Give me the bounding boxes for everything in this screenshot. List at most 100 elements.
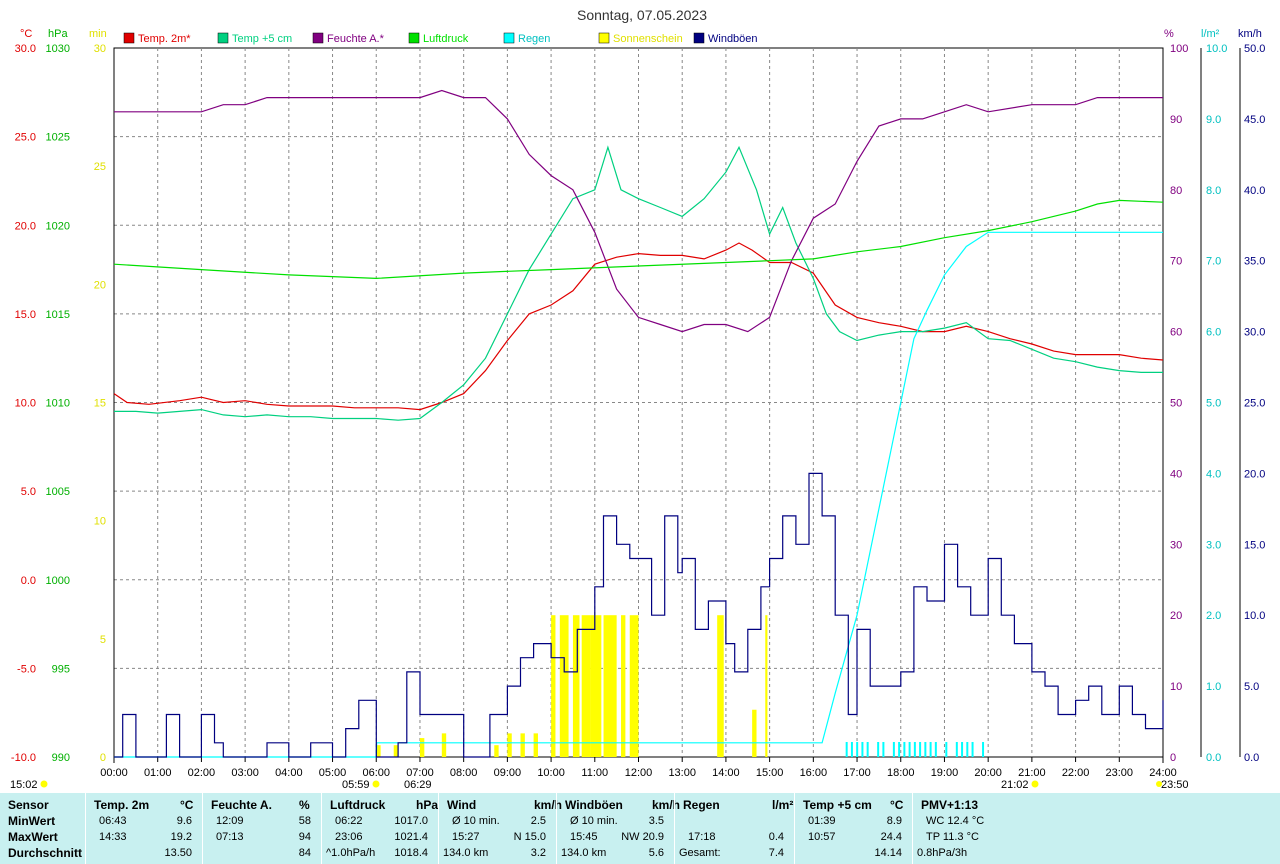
- pressure-tick-label: 1015: [46, 309, 70, 321]
- rain-interval-bar: [877, 742, 879, 757]
- sun-icon: [373, 781, 380, 788]
- stats-column-separator: [438, 793, 439, 864]
- x-tick-label: 21:00: [1018, 767, 1046, 779]
- legend-label-pressure: Luftdruck: [423, 33, 469, 45]
- rain-interval-bar: [930, 742, 932, 757]
- x-tick-label: 08:00: [450, 767, 478, 779]
- wind-tick-label: 45.0: [1244, 114, 1265, 126]
- stats-avg-extra: 134.0 km: [443, 847, 488, 859]
- sunshine-bar: [621, 615, 625, 757]
- stats-column-separator: [674, 793, 675, 864]
- stats-max-time: 23:06: [335, 831, 363, 843]
- x-tick-label: 11:00: [581, 767, 608, 779]
- wind-tick-label: 50.0: [1244, 43, 1265, 55]
- x-tick-label: 04:00: [275, 767, 303, 779]
- legend-label-humidity: Feuchte A.*: [327, 33, 385, 45]
- rain-interval-bar: [893, 742, 895, 757]
- sun-tick-label: 10: [94, 516, 106, 528]
- rain-tick-label: 6.0: [1206, 327, 1221, 339]
- wind-tick-label: 10.0: [1244, 610, 1265, 622]
- sunshine-bar: [394, 745, 398, 757]
- legend: Temp. 2m* Temp +5 cm Feuchte A.* Luftdruck R…: [124, 33, 758, 45]
- wind-tick-label: 0.0: [1244, 752, 1259, 764]
- rain-interval-bar: [846, 742, 848, 757]
- sun-tick-label: 5: [100, 634, 106, 646]
- humidity-unit-label: %: [1164, 28, 1174, 40]
- rain-interval-bar: [982, 742, 984, 757]
- stats-max-time: 15:45: [570, 831, 598, 843]
- x-tick-label: 02:00: [188, 767, 216, 779]
- stats-avg-extra: 0.8hPa/3h: [917, 847, 967, 859]
- sunset-time-1: 21:02: [1001, 779, 1029, 791]
- rain-interval-bar: [961, 742, 963, 757]
- x-tick-label: 01:00: [144, 767, 172, 779]
- x-tick-label: 14:00: [712, 767, 740, 779]
- stats-table: Sensor MinWert MaxWert Durchschnitt Temp. 2m…: [0, 793, 1280, 864]
- stats-column-separator: [321, 793, 322, 864]
- temp-unit-label: °C: [20, 28, 32, 40]
- sunshine-bar: [507, 733, 511, 757]
- humidity-tick-label: 0: [1170, 752, 1176, 764]
- stats-min-value: 2.5: [488, 815, 546, 827]
- stats-min-value: 9.6: [134, 815, 192, 827]
- rain-interval-bar: [867, 742, 869, 757]
- temp-tick-label: 30.0: [15, 43, 36, 55]
- legend-label-temp2m: Temp. 2m*: [138, 33, 191, 45]
- sunshine-bar: [752, 710, 756, 757]
- x-tick-label: 15:00: [756, 767, 784, 779]
- pressure-tick-label: 1010: [46, 398, 70, 410]
- sun-tick-label: 15: [94, 398, 106, 410]
- x-tick-label: 18:00: [887, 767, 915, 779]
- stats-max-time: 17:18: [688, 831, 716, 843]
- x-tick-label: 03:00: [231, 767, 259, 779]
- sunshine-bar: [604, 615, 617, 757]
- stats-min-time: 12:09: [216, 815, 244, 827]
- stats-max-value: 0.4: [726, 831, 784, 843]
- rain-tick-label: 2.0: [1206, 610, 1221, 622]
- stats-max-time: 07:13: [216, 831, 244, 843]
- temp-tick-label: -10.0: [11, 752, 36, 764]
- rain-interval-bar: [903, 742, 905, 757]
- stats-col-unit: %: [299, 798, 310, 812]
- stats-col-header: Windböen: [565, 798, 623, 812]
- rain-tick-label: 8.0: [1206, 185, 1221, 197]
- stats-max-time: 14:33: [99, 831, 127, 843]
- x-tick-label: 07:00: [406, 767, 434, 779]
- sunshine-bar: [630, 615, 639, 757]
- rain-interval-bar: [882, 742, 884, 757]
- chart-title: Sonntag, 07.05.2023: [577, 7, 707, 23]
- sun-unit-label: min: [89, 28, 107, 40]
- wind-tick-label: 40.0: [1244, 185, 1265, 197]
- stats-col-header: Feuchte A.: [211, 798, 272, 812]
- x-tick-label: 20:00: [974, 767, 1002, 779]
- rain-tick-label: 1.0: [1206, 681, 1221, 693]
- stats-column-separator: [85, 793, 86, 864]
- rain-interval-bar: [924, 742, 926, 757]
- pressure-tick-label: 1005: [46, 486, 70, 498]
- stats-col-unit: hPa: [416, 798, 438, 812]
- sunshine-bar: [420, 738, 424, 757]
- rain-interval-bar: [945, 742, 947, 757]
- sun-icon: [1156, 781, 1162, 787]
- sunshine-bar: [765, 615, 767, 757]
- legend-swatch-gusts: [694, 33, 704, 43]
- stats-column-separator: [556, 793, 557, 864]
- stats-min-time: 06:43: [99, 815, 127, 827]
- rain-tick-label: 7.0: [1206, 256, 1221, 268]
- sunrise-time-2: 06:29: [404, 779, 432, 791]
- stats-avg-value: 1018.4: [370, 847, 428, 859]
- rain-tick-label: 10.0: [1206, 43, 1227, 55]
- stats-col-unit: l/m²: [772, 798, 793, 812]
- stats-sensor-header: Sensor: [8, 798, 49, 812]
- x-tick-label: 23:00: [1106, 767, 1134, 779]
- sun-tick-label: 30: [94, 43, 106, 55]
- x-tick-label: 12:00: [625, 767, 653, 779]
- legend-swatch-humidity: [313, 33, 323, 43]
- humidity-tick-label: 20: [1170, 610, 1182, 622]
- sun-tick-label: 20: [94, 279, 106, 291]
- rain-interval-bar: [935, 742, 937, 757]
- stats-max-value: N 15.0: [488, 831, 546, 843]
- pressure-unit-label: hPa: [48, 28, 68, 40]
- stats-avg-value: 84: [253, 847, 311, 859]
